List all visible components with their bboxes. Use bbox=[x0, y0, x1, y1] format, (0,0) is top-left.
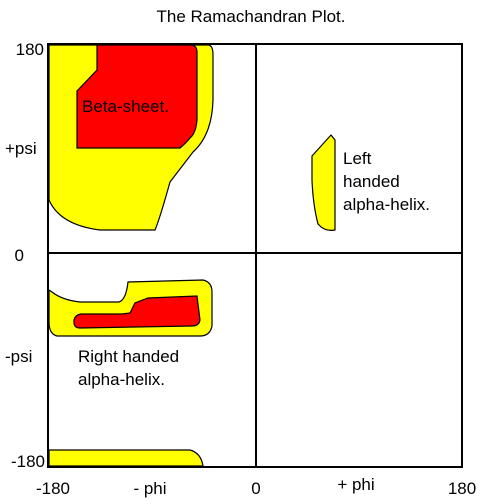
plot-title: The Ramachandran Plot. bbox=[157, 7, 346, 26]
left-helix-label-line1: Left bbox=[343, 149, 372, 168]
left-helix-label-line3: alpha-helix. bbox=[343, 195, 430, 214]
right-helix-label-line1: Right handed bbox=[78, 347, 179, 366]
beta-wrap-allowed-region bbox=[48, 449, 204, 467]
beta-sheet-favored-region bbox=[76, 44, 198, 149]
right-helix-label-line2: alpha-helix. bbox=[78, 370, 165, 389]
x-tick-middle: 0 bbox=[251, 479, 260, 498]
x-tick-right: 180 bbox=[448, 479, 476, 498]
right-helix-favored-region bbox=[73, 295, 201, 329]
x-label-negative: - phi bbox=[133, 479, 166, 498]
left-helix-label-line2: handed bbox=[343, 172, 400, 191]
x-label-positive: + phi bbox=[337, 475, 374, 494]
y-label-negative: -psi bbox=[5, 347, 32, 366]
y-label-positive: +psi bbox=[5, 139, 37, 158]
y-tick-bottom: -180 bbox=[11, 452, 45, 471]
x-tick-left: -180 bbox=[36, 479, 70, 498]
y-tick-middle: 0 bbox=[15, 246, 24, 265]
y-tick-top: 180 bbox=[16, 40, 44, 59]
left-helix-allowed-region bbox=[311, 134, 336, 231]
beta-sheet-label: Beta-sheet. bbox=[82, 97, 169, 116]
